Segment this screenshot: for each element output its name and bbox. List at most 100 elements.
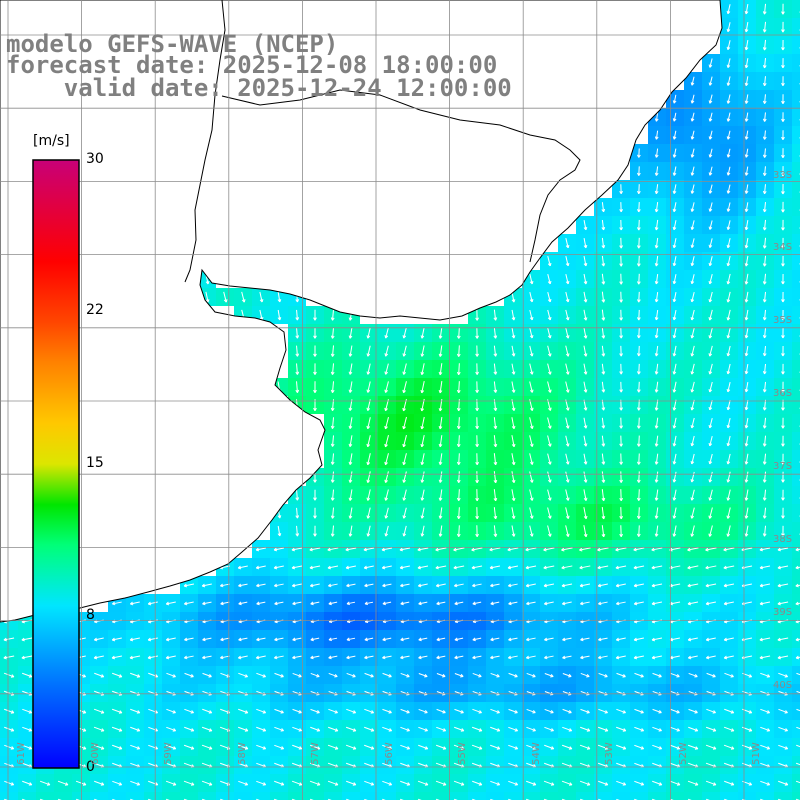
wind-cell (792, 288, 800, 306)
wind-cell (792, 54, 800, 72)
lon-label: 53W (603, 742, 615, 765)
wind-cell (792, 234, 800, 252)
wind-cell (792, 216, 800, 234)
wind-cell (270, 792, 288, 800)
wind-cell (126, 792, 144, 800)
wind-cell (396, 792, 414, 800)
wind-cell (324, 792, 342, 800)
wind-cell (792, 738, 800, 756)
wind-cell (792, 792, 800, 800)
wind-cell (792, 558, 800, 576)
wind-cell (450, 792, 468, 800)
wind-cell (198, 792, 216, 800)
wind-cell (558, 792, 576, 800)
lon-label: 59W (162, 742, 174, 765)
wind-cell (684, 792, 702, 800)
wind-cell (612, 792, 630, 800)
lon-label: 51W (750, 742, 762, 765)
wind-cell (792, 144, 800, 162)
wind-cell (540, 792, 558, 800)
colorbar-tick-8: 8 (86, 607, 95, 623)
wind-cell (792, 36, 800, 54)
wind-cell (792, 486, 800, 504)
wind-cell (792, 72, 800, 90)
lon-label: 54W (530, 742, 542, 765)
lon-label: 58W (236, 742, 248, 765)
wind-cell (792, 756, 800, 774)
wind-cell (108, 792, 126, 800)
valid-date: valid date: 2025-12-24 12:00:00 (6, 74, 512, 102)
wind-cell (288, 792, 306, 800)
wind-cell (504, 792, 522, 800)
wind-cell (180, 792, 198, 800)
wind-cell (522, 792, 540, 800)
colorbar-unit: [m/s] (33, 133, 70, 149)
wind-cell (792, 576, 800, 594)
wind-cell (792, 180, 800, 198)
lat-label: 35S (773, 315, 793, 326)
wind-cell (252, 792, 270, 800)
wind-cell (36, 792, 54, 800)
lon-label: 55W (456, 742, 468, 765)
lat-label: 34S (773, 242, 793, 253)
wind-cell (792, 126, 800, 144)
lat-label: 40S (773, 680, 793, 691)
wind-cell (792, 0, 800, 18)
colorbar-ramp (32, 159, 80, 769)
wind-cell (72, 792, 90, 800)
lat-label: 36S (773, 388, 793, 399)
wind-cell (702, 792, 720, 800)
wind-cell (576, 792, 594, 800)
wind-cell (792, 594, 800, 612)
wind-cell (792, 522, 800, 540)
wind-cell (666, 792, 684, 800)
wind-cell (792, 18, 800, 36)
wind-cell (792, 702, 800, 720)
wind-cell (792, 720, 800, 738)
wind-cell (774, 792, 792, 800)
wind-cell (162, 792, 180, 800)
wind-cell (792, 396, 800, 414)
wind-cell (792, 270, 800, 288)
wind-cell (306, 792, 324, 800)
lat-label: 39S (773, 607, 793, 618)
wind-cell (468, 792, 486, 800)
wind-cell (792, 324, 800, 342)
colorbar-tick-22: 22 (86, 302, 104, 318)
wind-cell (792, 342, 800, 360)
wind-cell (792, 684, 800, 702)
wind-cell (720, 792, 738, 800)
lat-label: 33S (773, 170, 793, 181)
wind-cell (792, 450, 800, 468)
wind-cell (216, 792, 234, 800)
wind-cell (792, 540, 800, 558)
wind-cell (792, 432, 800, 450)
wind-cell (792, 774, 800, 792)
wind-cell (234, 792, 252, 800)
lat-label: 37S (773, 461, 793, 472)
lat-label: 38S (773, 534, 793, 545)
lon-label: 56W (383, 742, 395, 765)
wind-cell (54, 792, 72, 800)
wind-cell (18, 792, 36, 800)
wind-cell (792, 198, 800, 216)
wind-cell (792, 414, 800, 432)
wind-cell (432, 792, 450, 800)
wind-cell (0, 792, 18, 800)
wind-cell (792, 90, 800, 108)
wind-cell (738, 792, 756, 800)
lon-label: 61W (15, 742, 27, 765)
wind-cell (792, 612, 800, 630)
wind-cell (792, 252, 800, 270)
wind-cell (792, 378, 800, 396)
wind-cell (144, 792, 162, 800)
wind-cell (792, 666, 800, 684)
colorbar-tick-30: 30 (86, 151, 104, 167)
wind-cell (648, 792, 666, 800)
wind-cell (630, 792, 648, 800)
wind-cell (342, 792, 360, 800)
wind-cell (414, 792, 432, 800)
wind-cell (792, 108, 800, 126)
wind-cell (792, 306, 800, 324)
